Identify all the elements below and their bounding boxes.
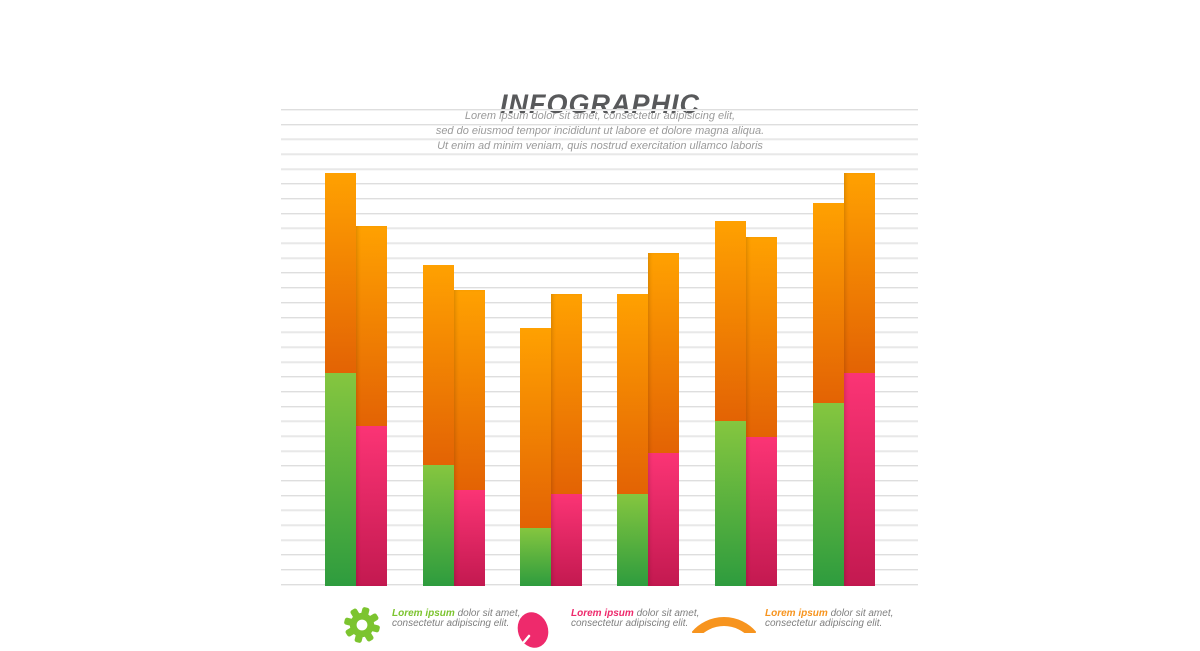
pink-segment	[648, 453, 679, 586]
bar-chart	[281, 109, 918, 586]
orange-segment	[454, 290, 485, 490]
legend-highlight: Lorem ipsum	[392, 608, 455, 619]
orange-segment	[356, 226, 387, 426]
bar-group-2-right	[454, 290, 485, 586]
orange-segment	[648, 253, 679, 453]
legend-text-line-1: dolor sit amet,	[830, 608, 894, 619]
balloon-icon	[517, 612, 549, 648]
orange-segment	[617, 294, 648, 494]
gear-icon	[344, 607, 380, 643]
bar-group-5-right	[746, 237, 777, 586]
bar-group-3-left	[520, 328, 551, 586]
pink-segment	[746, 437, 777, 586]
legend-text: Lorem ipsum dolor sit amet, consectetur …	[765, 598, 894, 629]
orange-segment	[844, 173, 875, 373]
bar-group-5-left	[715, 221, 746, 586]
ring-icon	[692, 617, 756, 633]
subtitle-line-2: sed do eiusmod tempor incididunt ut labo…	[435, 124, 765, 137]
legend-item-3: Lorem ipsum dolor sit amet, consectetur …	[692, 598, 893, 633]
legend-text-line-1: dolor sit amet,	[636, 608, 700, 619]
orange-segment	[715, 221, 746, 421]
green-segment	[617, 494, 648, 586]
pink-segment	[356, 426, 387, 586]
green-segment	[813, 403, 844, 586]
legend-item-2: Lorem ipsum dolor sit amet, consectetur …	[516, 598, 699, 651]
subtitle-line-1: Lorem ipsum dolor sit amet, consectetur …	[464, 110, 736, 122]
subtitle-line-3: Ut enim ad minim veniam, quis nostrud ex…	[437, 139, 763, 152]
orange-segment	[520, 328, 551, 528]
bar-group-1-left	[325, 173, 356, 586]
legend-text-line-2: consectetur adipiscing elit.	[765, 617, 883, 629]
legend-text-line-2: consectetur adipiscing elit.	[392, 617, 510, 629]
bar-group-3-right	[551, 294, 582, 586]
pink-segment	[844, 373, 875, 586]
legend-text-line-1: dolor sit amet,	[457, 608, 521, 619]
green-segment	[325, 373, 356, 586]
green-segment	[715, 421, 746, 586]
bar-group-4-right	[648, 253, 679, 586]
bar-group-4-left	[617, 294, 648, 586]
page-subtitle: Lorem ipsum dolor sit amet, consectetur …	[0, 109, 1200, 154]
orange-segment	[813, 203, 844, 403]
legend-text: Lorem ipsum dolor sit amet, consectetur …	[392, 598, 521, 629]
orange-segment	[325, 173, 356, 373]
orange-segment	[423, 265, 454, 465]
legend-highlight: Lorem ipsum	[571, 608, 634, 619]
bar-group-6-left	[813, 203, 844, 586]
bar-group-6-right	[844, 173, 875, 586]
legend-text-line-2: consectetur adipiscing elit.	[571, 617, 689, 629]
pink-segment	[551, 494, 582, 586]
bar-group-2-left	[423, 265, 454, 586]
pink-segment	[454, 490, 485, 586]
orange-segment	[746, 237, 777, 437]
bar-group-1-right	[356, 226, 387, 586]
green-segment	[423, 465, 454, 586]
legend-highlight: Lorem ipsum	[765, 608, 828, 619]
legend-text: Lorem ipsum dolor sit amet, consectetur …	[571, 598, 700, 629]
green-segment	[520, 528, 551, 586]
legend-item-1: Lorem ipsum dolor sit amet, consectetur …	[344, 598, 520, 643]
orange-segment	[551, 294, 582, 494]
bars-layer	[281, 109, 918, 586]
